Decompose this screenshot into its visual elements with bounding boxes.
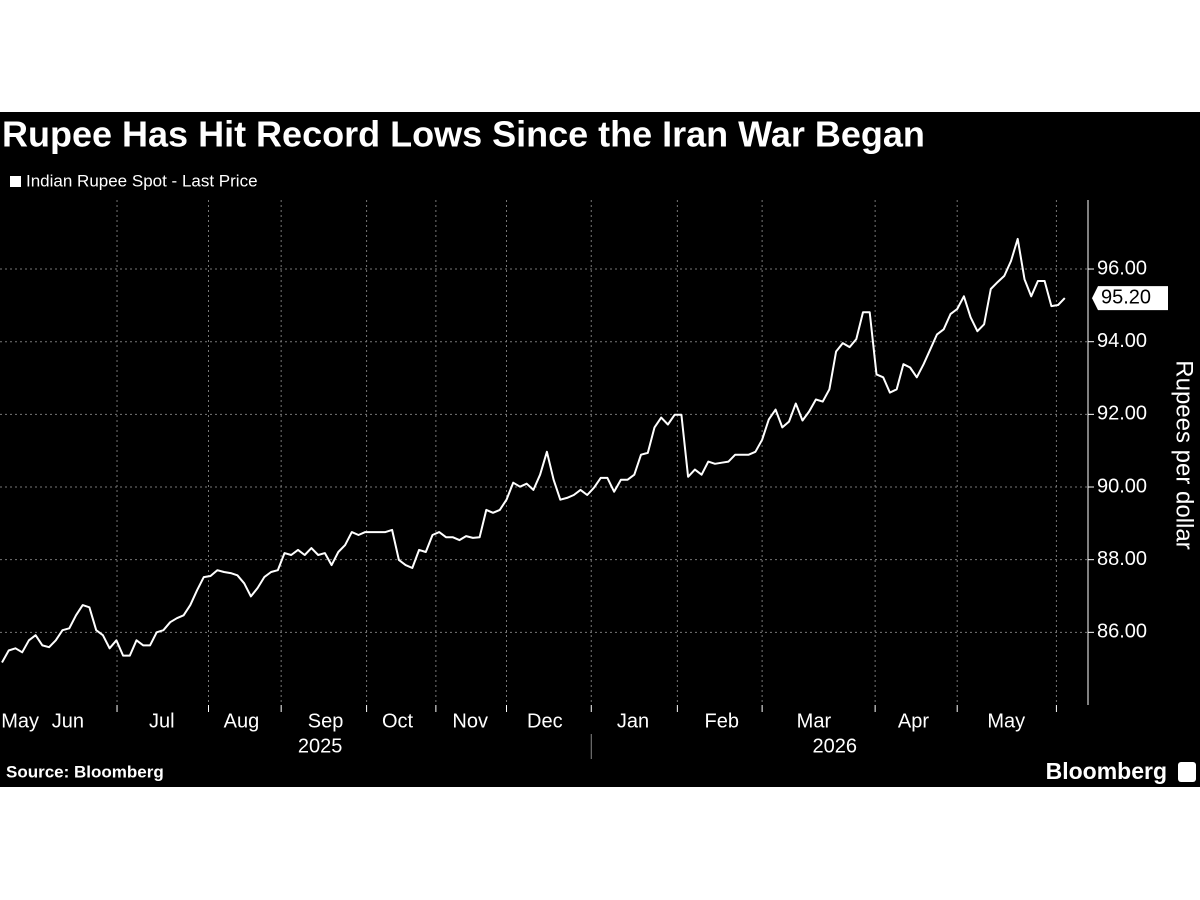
- y-tick-label: 94.00: [1097, 330, 1147, 352]
- x-tick-label: May: [1, 710, 39, 732]
- last-value-label: 95.20: [1101, 286, 1151, 308]
- x-tick-label: Jun: [52, 710, 84, 732]
- brand-icon: [1178, 762, 1196, 782]
- x-tick-label: Jan: [617, 710, 649, 732]
- y-tick-label: 88.00: [1097, 548, 1147, 570]
- data-line: [1, 237, 1066, 663]
- brand: Bloomberg: [1046, 758, 1167, 784]
- x-tick-label: Oct: [382, 710, 414, 732]
- y-tick-label: 92.00: [1097, 403, 1147, 425]
- x-tick-label: Sep: [308, 710, 344, 732]
- y-axis-title: Rupees per dollar: [1171, 360, 1198, 549]
- chart-title: Rupee Has Hit Record Lows Since the Iran…: [2, 114, 925, 155]
- year-label: 2026: [813, 735, 858, 757]
- y-tick-label: 90.00: [1097, 475, 1147, 497]
- x-tick-label: Jul: [149, 710, 175, 732]
- last-value-box: [1092, 286, 1168, 311]
- legend-swatch: [10, 176, 21, 187]
- x-tick-label: May: [987, 710, 1025, 732]
- x-tick-label: Apr: [898, 710, 929, 732]
- x-tick-label: Dec: [527, 710, 563, 732]
- x-tick-label: Feb: [705, 710, 739, 732]
- y-tick-label: 86.00: [1097, 621, 1147, 643]
- year-label: 2025: [298, 735, 343, 757]
- chart-background: [0, 112, 1200, 787]
- source: Source: Bloomberg: [6, 762, 164, 781]
- legend-label: Indian Rupee Spot - Last Price: [26, 171, 258, 190]
- x-tick-label: Aug: [224, 710, 260, 732]
- x-tick-label: Mar: [797, 710, 832, 732]
- y-tick-label: 96.00: [1097, 257, 1147, 279]
- x-tick-label: Nov: [452, 710, 488, 732]
